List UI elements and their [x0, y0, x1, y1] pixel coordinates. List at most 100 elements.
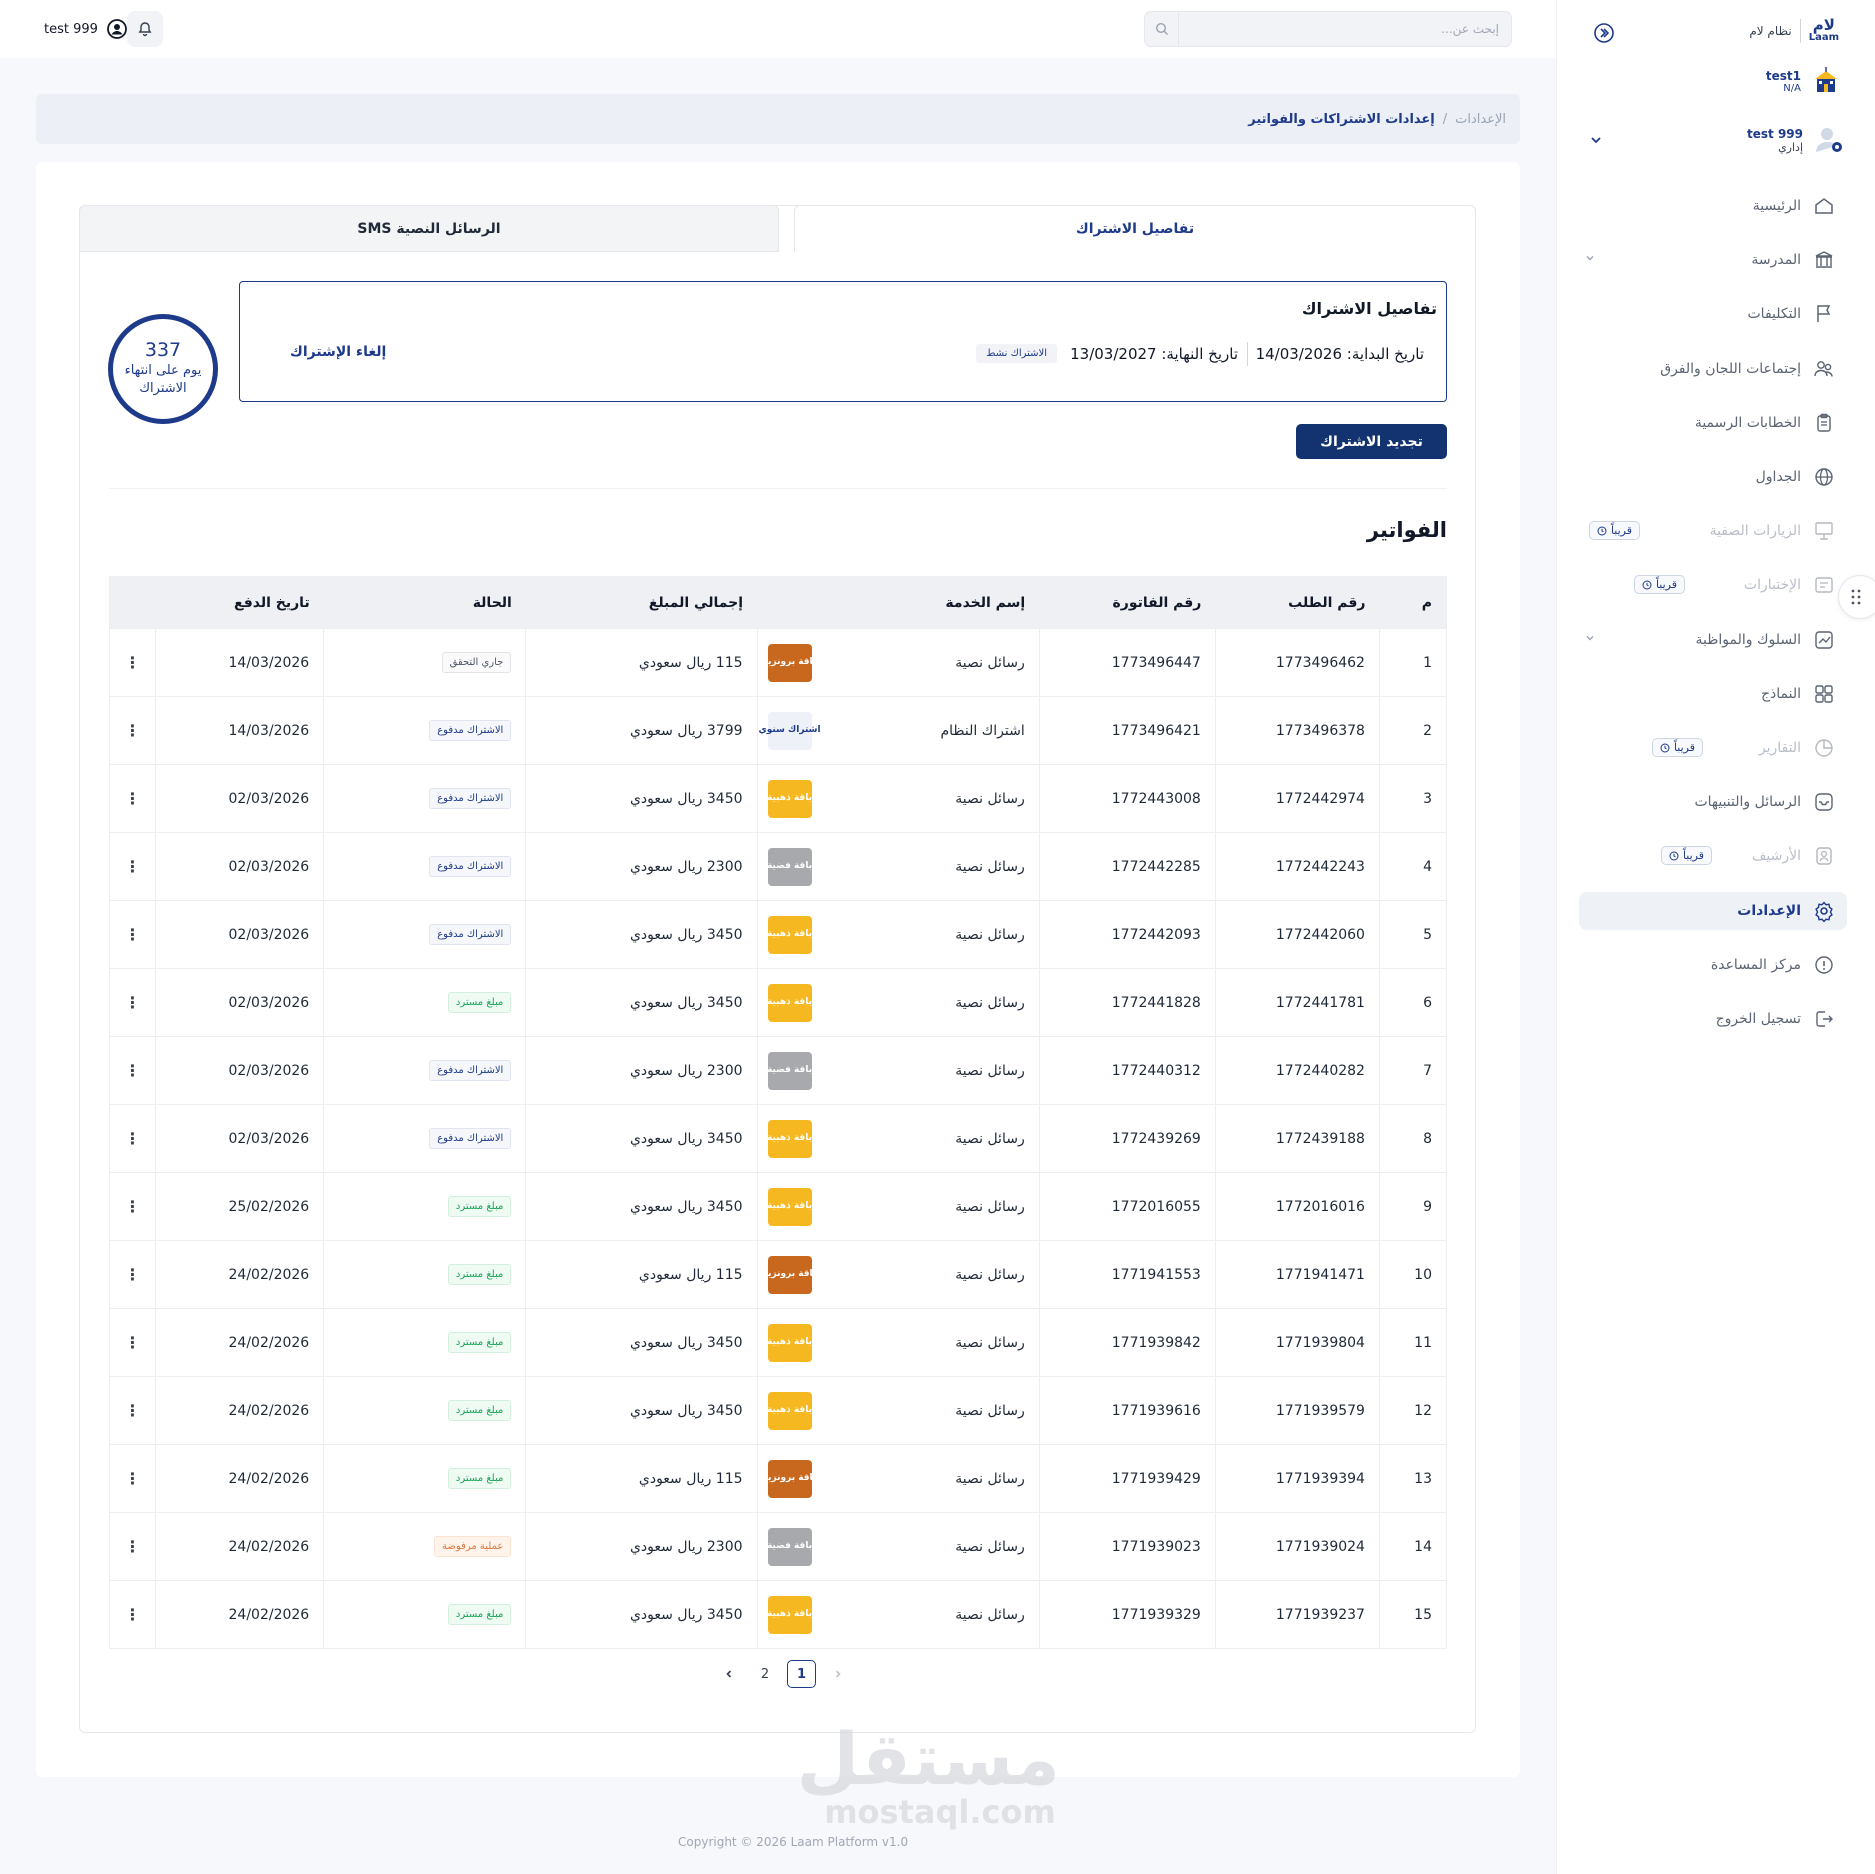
package-badge: باقة برونزية [763, 643, 816, 682]
sidebar-item-logout[interactable]: تسجيل الخروج [1579, 1000, 1847, 1038]
package-badge: اشتراك سنوي [758, 711, 821, 750]
sidebar-item-classroom[interactable]: الزيارات الصفية قريباً [1579, 512, 1847, 550]
sidebar-item-globe[interactable]: الجداول [1579, 458, 1847, 496]
top-bar: test 999 [0, 0, 1556, 58]
more-vertical-icon[interactable]: ⋮ [124, 925, 141, 944]
more-vertical-icon[interactable]: ⋮ [124, 857, 141, 876]
pagination-page-2[interactable]: 2 [760, 1666, 770, 1682]
chevron-down-icon[interactable] [1590, 134, 1602, 146]
tab-sms[interactable]: الرسائل النصية SMS [79, 205, 779, 252]
search-input[interactable] [1199, 12, 1499, 46]
sidebar-item-label: الإختبارات [1743, 577, 1801, 594]
more-vertical-icon[interactable]: ⋮ [124, 1401, 141, 1420]
cell-amount: 2300 ريال سعودي [525, 1512, 758, 1581]
more-vertical-icon[interactable]: ⋮ [124, 1129, 141, 1148]
user-menu[interactable]: test 999 [44, 18, 128, 40]
school-name: test1 [1765, 68, 1801, 83]
pagination-prev-button[interactable] [711, 1660, 747, 1688]
cell-service: رسائل نصية باقة فضية [756, 832, 1040, 901]
service-name: رسائل نصية [955, 1130, 1025, 1147]
cell-payment-date: 25/02/2026 [155, 1172, 324, 1241]
more-vertical-icon[interactable]: ⋮ [124, 1469, 141, 1488]
cell-status: جاري التحقق [323, 628, 526, 697]
globe-icon [1813, 466, 1835, 488]
cell-amount: 3450 ريال سعودي [525, 1580, 758, 1649]
sidebar-item-chart[interactable]: السلوك والمواظبة [1579, 621, 1847, 659]
sidebar-item-archive[interactable]: الأرشيف قريباً [1579, 837, 1847, 875]
cell-status: الاشتراك مدفوع [323, 764, 526, 833]
status-badge: مبلغ مسترد [447, 1400, 512, 1421]
cell-invoice-number: 1771939842 [1038, 1308, 1216, 1377]
cell-service: رسائل نصية باقة ذهبية [756, 900, 1040, 969]
brand-divider [1799, 18, 1801, 43]
tab-subscription-details[interactable]: تفاصيل الاشتراك [794, 205, 1476, 252]
sidebar-item-help[interactable]: مركز المساعدة [1579, 946, 1847, 984]
cell-invoice-number: 1772439269 [1038, 1104, 1216, 1173]
cell-status: مبلغ مسترد [323, 1308, 526, 1377]
cell-service: رسائل نصية باقة ذهبية [756, 764, 1040, 833]
more-vertical-icon[interactable]: ⋮ [124, 721, 141, 740]
collapse-sidebar-button[interactable] [1593, 22, 1615, 44]
sidebar-item-flag[interactable]: التكليفات [1579, 295, 1847, 333]
search-icon[interactable] [1145, 12, 1179, 46]
more-vertical-icon[interactable]: ⋮ [124, 993, 141, 1012]
cell-amount: 2300 ريال سعودي [525, 832, 758, 901]
bell-icon [137, 21, 153, 37]
status-badge: مبلغ مسترد [447, 1264, 512, 1285]
more-vertical-icon[interactable]: ⋮ [124, 1265, 141, 1284]
watermark: مستقل mostaql.com [796, 1717, 1060, 1831]
chevron-down-icon[interactable] [1585, 633, 1595, 643]
sidebar-item-grid[interactable]: النماذج [1579, 675, 1847, 713]
notifications-button[interactable] [127, 11, 163, 47]
school-selector[interactable]: test1 N/A [1766, 66, 1841, 96]
sidebar-item-settings[interactable]: الإعدادات [1579, 891, 1847, 930]
chevron-down-icon[interactable] [1585, 253, 1595, 263]
sidebar-item-label: التكليفات [1747, 306, 1802, 323]
cell-invoice-number: 1771939616 [1038, 1376, 1216, 1445]
sidebar-item-users[interactable]: إجتماعات اللجان والفرق [1579, 350, 1847, 388]
cell-amount: 3450 ريال سعودي [525, 764, 758, 833]
cell-payment-date: 02/03/2026 [155, 968, 324, 1037]
more-vertical-icon[interactable]: ⋮ [124, 789, 141, 808]
cell-index: 12 [1378, 1376, 1447, 1445]
sidebar-item-home[interactable]: الرئيسية [1579, 187, 1847, 225]
cell-actions: ⋮ [110, 1445, 156, 1513]
sidebar-item-message[interactable]: الرسائل والتنبيهات [1579, 783, 1847, 821]
status-badge: مبلغ مسترد [447, 1468, 512, 1489]
cell-request-number: 1771941471 [1214, 1240, 1380, 1309]
drag-handle[interactable] [1838, 575, 1875, 619]
classroom-icon [1813, 520, 1835, 542]
more-vertical-icon[interactable]: ⋮ [124, 1197, 141, 1216]
cancel-subscription-button[interactable]: إلغاء الإشتراك [290, 344, 387, 360]
cell-index: 11 [1378, 1308, 1447, 1377]
more-vertical-icon[interactable]: ⋮ [124, 1605, 141, 1624]
more-vertical-icon[interactable]: ⋮ [124, 653, 141, 672]
cell-invoice-number: 1773496447 [1038, 628, 1216, 697]
cell-amount: 115 ريال سعودي [525, 628, 758, 697]
more-vertical-icon[interactable]: ⋮ [124, 1537, 141, 1556]
cell-service: اشتراك النظام اشتراك سنوي [756, 696, 1040, 765]
cell-amount: 115 ريال سعودي [525, 1444, 758, 1513]
subscription-status-badge: الاشتراك نشط [976, 344, 1057, 363]
sidebar-item-report[interactable]: التقارير قريباً [1579, 729, 1847, 767]
cell-invoice-number: 1771939329 [1038, 1580, 1216, 1649]
renew-subscription-button[interactable]: تجديد الاشتراك [1296, 424, 1447, 459]
package-badge: باقة برونزية [763, 1459, 816, 1498]
more-vertical-icon[interactable]: ⋮ [124, 1333, 141, 1352]
breadcrumb-settings-link[interactable]: الإعدادات [1455, 111, 1506, 127]
user-settings-icon [1813, 124, 1845, 156]
sidebar-item-clipboard[interactable]: الخطابات الرسمية [1579, 404, 1847, 442]
sidebar-item-label: الرسائل والتنبيهات [1694, 794, 1801, 811]
cell-service: رسائل نصية باقة ذهبية [756, 1104, 1040, 1173]
status-badge: جاري التحقق [441, 652, 512, 673]
sidebar-item-exam[interactable]: الإختبارات قريباً [1579, 566, 1847, 604]
table-row: 9 1772016016 1772016055 رسائل نصية باقة ذهبي… [109, 1172, 1447, 1241]
service-name: رسائل نصية [955, 1198, 1025, 1215]
profile-selector[interactable]: test 999 إداري [1747, 124, 1845, 156]
cell-status: مبلغ مسترد [323, 1240, 526, 1309]
pagination-next-button[interactable] [820, 1660, 856, 1688]
pagination-page-1[interactable]: 1 [787, 1660, 816, 1688]
sidebar-item-school[interactable]: المدرسة [1579, 241, 1847, 279]
school-building-icon [1811, 66, 1841, 96]
more-vertical-icon[interactable]: ⋮ [124, 1061, 141, 1080]
